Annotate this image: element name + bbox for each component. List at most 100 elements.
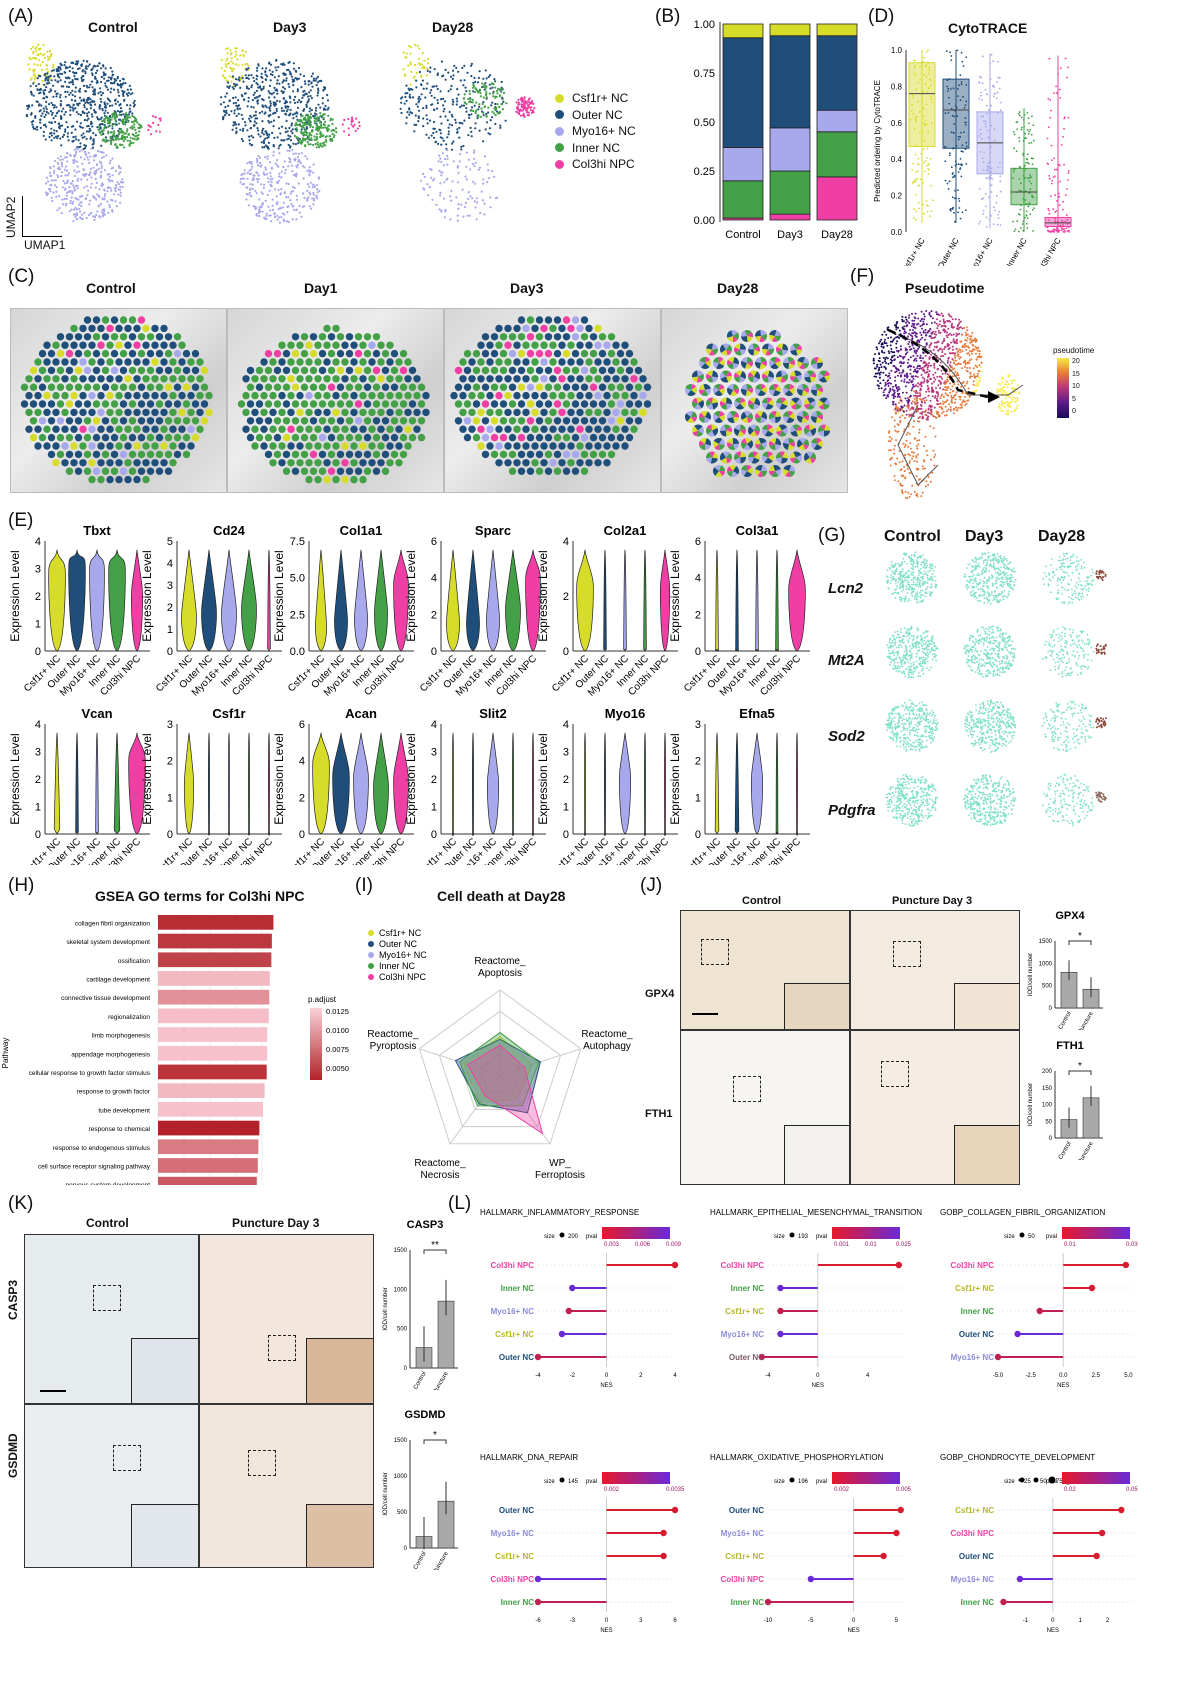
spatial-spot <box>513 375 521 383</box>
cyto-point <box>1029 128 1032 131</box>
spatial-spot <box>146 383 155 391</box>
spatial-spot <box>495 391 503 400</box>
spatial-spot <box>278 442 286 450</box>
spatial-spot <box>178 375 186 383</box>
umap-cell-point <box>108 206 111 209</box>
umap-cell-point <box>266 193 269 196</box>
umap-cell-point <box>99 90 102 94</box>
pie-slice <box>818 430 824 437</box>
cyto-point <box>1027 133 1030 135</box>
umap-cell-point <box>446 154 449 157</box>
cyto-point <box>949 51 951 54</box>
spatial-spot <box>395 425 403 433</box>
cyto-point <box>926 156 928 159</box>
umap-cell-point <box>280 90 283 93</box>
pie-slice <box>740 451 746 458</box>
spatial-spot <box>146 349 155 358</box>
umap-cell-point <box>85 130 88 133</box>
cyto-point <box>1062 230 1065 233</box>
umap-cell-point <box>131 127 134 130</box>
umap-cell-point <box>452 140 455 143</box>
umap-cell-point <box>255 78 258 81</box>
cyto-point <box>948 154 951 157</box>
umap-cell-point <box>494 122 497 126</box>
umap-cell-point <box>67 76 70 79</box>
umap-cell-point <box>96 81 99 84</box>
cyto-point <box>993 139 996 142</box>
umap-cell-point <box>102 132 105 136</box>
spatial-spot <box>499 333 508 341</box>
cyto-point <box>997 217 1000 220</box>
umap-cell-point <box>129 136 132 139</box>
spatial-spot <box>79 408 87 417</box>
umap-cell-point <box>469 126 472 129</box>
cyto-point <box>927 131 930 134</box>
spatial-spot <box>341 459 349 467</box>
umap-cell-point <box>484 82 487 85</box>
umap-cell-point <box>283 160 286 163</box>
umap-cell-point <box>96 193 99 196</box>
pie-slice <box>714 383 721 390</box>
cyto-point <box>957 189 959 192</box>
umap-cell-point <box>457 203 460 206</box>
umap-cell-point <box>272 103 275 106</box>
umap-cell-point <box>229 49 232 52</box>
umap-cell-point <box>315 184 318 187</box>
umap-cell-point <box>77 198 80 201</box>
spatial-spot <box>83 433 92 442</box>
umap-cell-point <box>45 182 48 185</box>
umap-cell-point <box>496 92 499 95</box>
cyto-point <box>957 211 960 214</box>
pie-slice <box>712 452 718 459</box>
pie-slice <box>805 430 813 437</box>
spatial-spot <box>594 341 602 349</box>
umap-cell-point <box>78 67 81 70</box>
umap-cell-point <box>491 116 494 119</box>
umap-cell-point <box>55 195 58 198</box>
cyto-point <box>915 74 917 76</box>
umap-cell-point <box>254 114 257 117</box>
spatial-spot <box>92 366 101 375</box>
umap-cell-point <box>256 83 259 86</box>
cyto-point <box>926 91 928 93</box>
spatial-spot <box>504 375 512 383</box>
umap-cell-point <box>267 147 270 150</box>
umap-cell-point <box>138 124 142 127</box>
umap-cell-point <box>89 129 92 132</box>
umap-cell-point <box>223 77 226 80</box>
umap-cell-point <box>268 92 271 95</box>
umap-cell-point <box>443 157 447 161</box>
umap-cell-point <box>124 82 127 85</box>
umap-cell-point <box>57 123 61 126</box>
pie-slice <box>748 403 754 410</box>
umap-cell-point <box>343 130 346 133</box>
umap-cell-point <box>450 199 453 202</box>
umap-cell-point <box>106 111 109 114</box>
spatial-spot <box>598 417 607 425</box>
umap-cell-point <box>122 113 125 116</box>
umap-cell-point <box>418 109 421 112</box>
umap-cell-point <box>315 84 318 87</box>
umap-cell-point <box>308 110 311 113</box>
spatial-spot <box>327 467 336 475</box>
umap-cell-point <box>109 91 112 94</box>
pie-slice <box>779 451 785 458</box>
spatial-pie-spot <box>754 384 768 397</box>
umap-cell-point <box>472 90 475 93</box>
pie-slice <box>781 370 788 377</box>
umap-cell-point <box>33 63 36 66</box>
umap-cell-point <box>73 208 76 211</box>
panel-label-d: (D) <box>868 6 895 27</box>
cyto-point <box>992 60 994 63</box>
cyto-point <box>994 209 996 212</box>
umap-cell-point <box>470 62 473 65</box>
umap-cell-point <box>59 115 63 118</box>
umap-cell-point <box>285 79 288 82</box>
umap-cell-point <box>261 129 264 132</box>
umap-cell-point <box>264 156 267 159</box>
spatial-spot <box>47 366 56 375</box>
cyto-point <box>914 193 917 196</box>
umap-cell-point <box>90 120 93 124</box>
umap-cell-point <box>220 67 223 70</box>
umap-cell-point <box>489 196 492 199</box>
